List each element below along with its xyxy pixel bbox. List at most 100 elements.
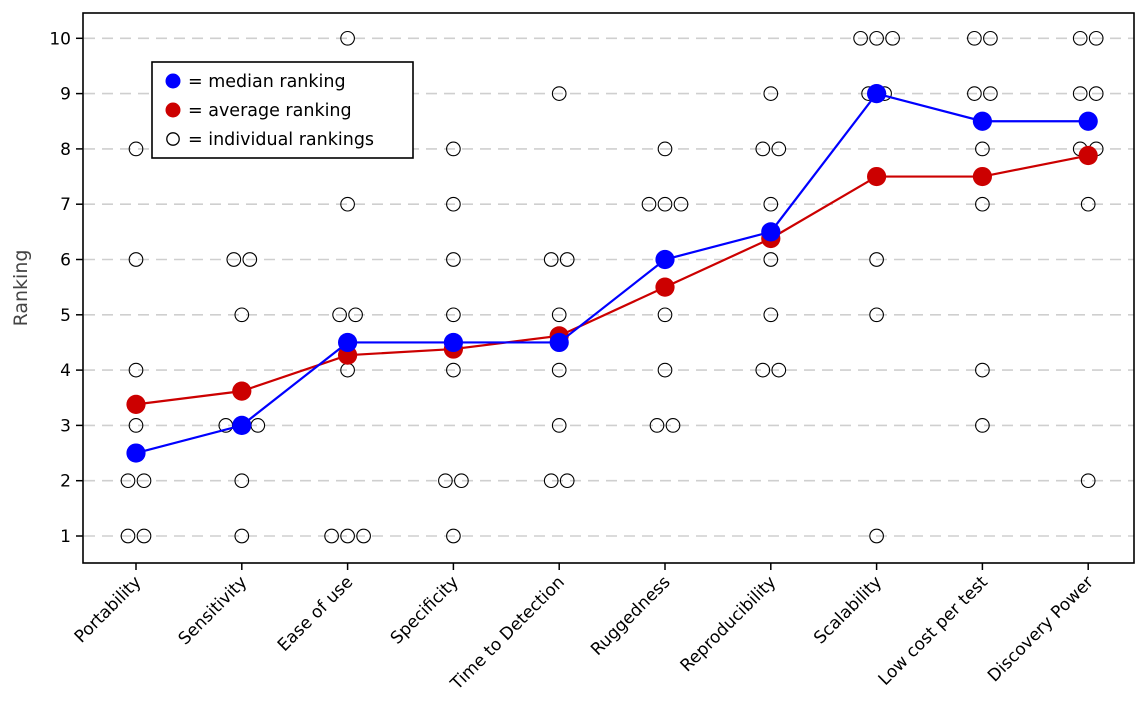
individual-ranking-point [128,252,144,267]
legend-box [151,61,414,159]
individual-ranking-point [551,418,567,433]
average-ranking-point [867,166,887,187]
individual-ranking-point [234,473,250,489]
individual-ranking-point [559,252,575,267]
individual-ranking-point [324,528,339,544]
individual-ranking-point [128,418,144,433]
individual-ranking-point [649,418,665,433]
individual-ranking-point [446,362,461,378]
x-tick-label: Reproducibility [677,572,781,676]
y-tick-label: 4 [60,361,71,381]
average-ranking-point [232,381,252,401]
median-ranking-line [135,92,1089,455]
x-tick-label: Specificity [387,572,463,648]
individual-ranking-point [551,86,567,101]
individual-ranking-point [234,528,250,544]
individual-ranking-point [438,473,453,489]
individual-ranking-point [543,473,559,489]
median-ranking-point [126,443,146,463]
individual-ranking-point [975,141,990,157]
individual-ranking-point [348,307,363,323]
individual-ranking-point [885,30,900,46]
individual-ranking-point [234,307,250,323]
individual-ranking-point [226,252,242,267]
individual-ranking-point [1072,30,1088,46]
individual-ranking-point [869,528,884,544]
individual-ranking-point [559,473,575,489]
individual-ranking-point [242,252,258,267]
legend-label: = individual rankings [188,130,374,150]
individual-ranking-point [763,86,779,101]
individual-ranking-point [543,252,559,267]
individual-ranking-point [1080,473,1096,489]
x-tick-label: Time to Detection [446,572,568,694]
individual-ranking-point [128,362,144,378]
median-ranking-point [338,332,358,353]
legend-label: = median ranking [188,72,346,92]
individual-ranking-point [771,141,787,157]
individual-ranking-point [340,196,355,212]
individual-ranking-point [446,252,461,267]
individual-ranking-point [1088,86,1104,101]
y-tick-label: 1 [60,527,71,547]
x-tick-label: Portability [71,572,146,647]
individual-ranking-point [755,362,771,378]
individual-ranking-point [983,30,998,46]
median-ranking-point [972,111,993,131]
individual-ranking-point [332,307,347,323]
average-ranking-point [126,394,146,414]
individual-ranking-point [853,30,868,46]
y-tick-label: 6 [60,251,71,271]
individual-ranking-point [551,362,567,378]
individual-ranking-point [983,86,998,101]
y-tick-label: 7 [60,195,71,215]
individual-ranking-point [673,196,689,212]
individual-ranking-point [869,252,884,267]
average-ranking-line [135,154,1089,406]
legend-marker [165,73,181,89]
individual-ranking-point [763,307,779,323]
individual-ranking-point [869,307,884,323]
individual-ranking-point [657,307,673,323]
median-ranking-point [867,84,887,104]
individual-ranking-point [869,30,884,46]
x-tick-label: Scalability [810,572,886,648]
x-tick-label: Low cost per test [875,572,993,690]
median-ranking-point [232,415,252,435]
individual-ranking-point [1080,196,1096,212]
individual-ranking-point [128,141,144,157]
individual-ranking-point [1072,86,1088,101]
individual-ranking-point [120,473,136,489]
individual-ranking-point [120,528,136,544]
individual-ranking-point [551,307,567,323]
median-ranking-point [1078,111,1098,131]
individual-ranking-point [446,307,461,323]
individual-ranking-point [975,196,990,212]
individual-ranking-point [665,418,681,433]
individual-ranking-point [967,86,982,101]
individual-ranking-point [967,30,982,46]
individual-ranking-point [356,528,371,544]
individual-ranking-point [763,252,779,267]
x-tick-label: Ease of use [274,572,357,655]
y-tick-label: 5 [60,306,71,326]
legend-marker [166,132,180,146]
individual-ranking-point [755,141,771,157]
individual-ranking-point [975,362,990,378]
average-ranking-point [972,166,993,187]
plot-frame [82,12,1135,564]
y-tick-label: 2 [60,472,71,492]
y-tick-label: 3 [60,416,71,436]
individual-ranking-point [136,473,152,489]
individual-ranking-point [763,196,779,212]
y-tick-label: 10 [49,29,71,49]
legend-marker [165,102,181,118]
legend-label: = average ranking [188,101,352,121]
individual-ranking-point [446,528,461,544]
median-ranking-point [655,249,675,270]
x-tick-label: Sensitivity [175,572,252,649]
median-ranking-point [549,332,569,353]
individual-ranking-point [136,528,152,544]
individual-ranking-point [340,528,355,544]
individual-ranking-point [446,141,461,157]
